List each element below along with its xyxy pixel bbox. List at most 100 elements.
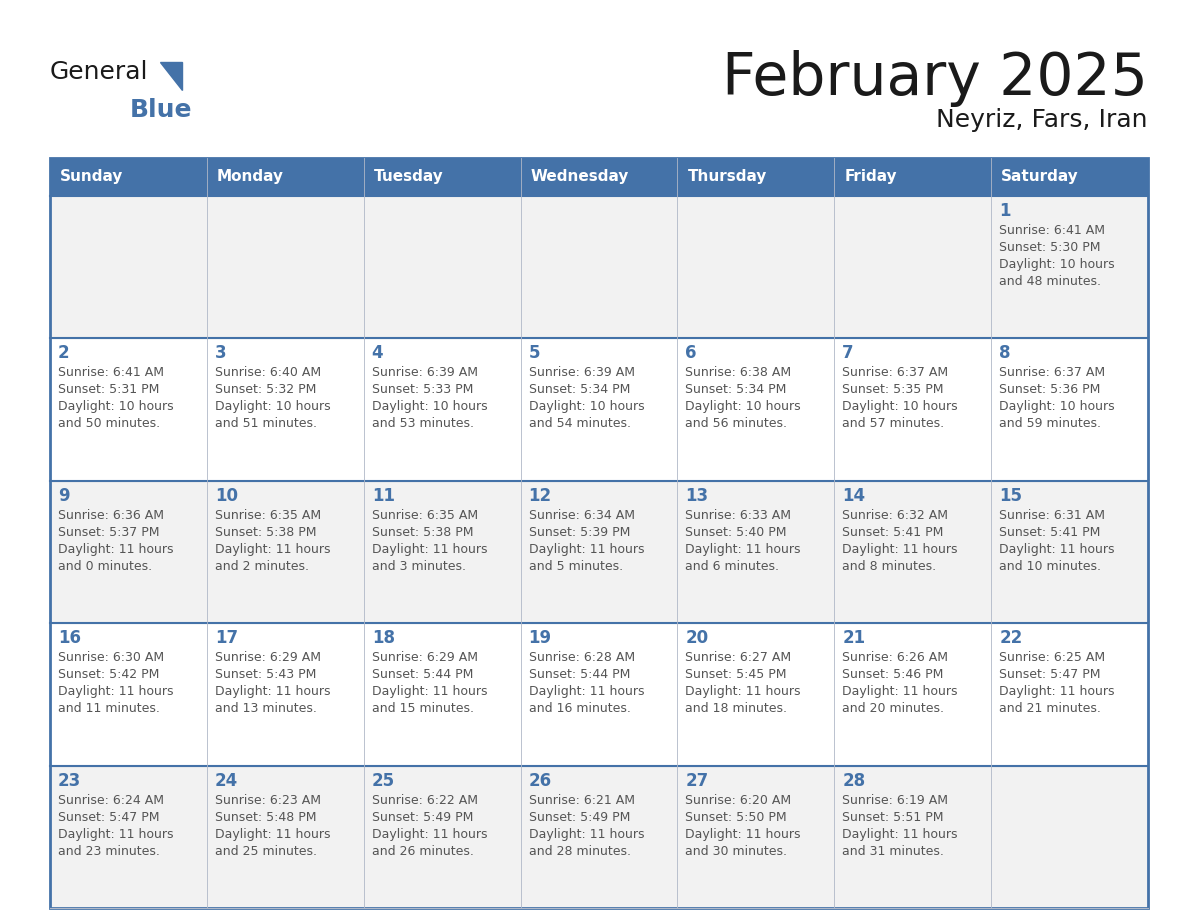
Bar bbox=[50, 623, 207, 766]
Text: and 15 minutes.: and 15 minutes. bbox=[372, 702, 474, 715]
Bar bbox=[50, 158, 1148, 908]
Text: and 16 minutes.: and 16 minutes. bbox=[529, 702, 631, 715]
Bar bbox=[364, 196, 520, 339]
Bar bbox=[50, 196, 207, 339]
Text: and 48 minutes.: and 48 minutes. bbox=[999, 275, 1101, 288]
Text: Sunrise: 6:24 AM: Sunrise: 6:24 AM bbox=[58, 793, 164, 807]
Text: and 21 minutes.: and 21 minutes. bbox=[999, 702, 1101, 715]
Text: Friday: Friday bbox=[845, 170, 897, 185]
Bar bbox=[207, 339, 364, 481]
Text: Sunrise: 6:27 AM: Sunrise: 6:27 AM bbox=[685, 651, 791, 665]
Text: Sunset: 5:31 PM: Sunset: 5:31 PM bbox=[58, 384, 159, 397]
Text: Sunrise: 6:25 AM: Sunrise: 6:25 AM bbox=[999, 651, 1105, 665]
Text: Daylight: 11 hours: Daylight: 11 hours bbox=[842, 828, 958, 841]
Text: Daylight: 11 hours: Daylight: 11 hours bbox=[999, 685, 1114, 699]
Text: and 5 minutes.: and 5 minutes. bbox=[529, 560, 623, 573]
Text: Sunrise: 6:28 AM: Sunrise: 6:28 AM bbox=[529, 651, 634, 665]
Bar bbox=[520, 623, 677, 766]
Text: Neyriz, Fars, Iran: Neyriz, Fars, Iran bbox=[936, 108, 1148, 132]
Bar bbox=[50, 481, 207, 623]
Polygon shape bbox=[160, 62, 182, 90]
Text: 22: 22 bbox=[999, 629, 1023, 647]
Text: Sunset: 5:50 PM: Sunset: 5:50 PM bbox=[685, 811, 788, 823]
Bar bbox=[50, 766, 207, 908]
Text: 3: 3 bbox=[215, 344, 227, 363]
Text: Daylight: 11 hours: Daylight: 11 hours bbox=[58, 685, 173, 699]
Text: 17: 17 bbox=[215, 629, 238, 647]
Text: Sunrise: 6:29 AM: Sunrise: 6:29 AM bbox=[372, 651, 478, 665]
Text: Sunrise: 6:22 AM: Sunrise: 6:22 AM bbox=[372, 793, 478, 807]
Bar bbox=[364, 623, 520, 766]
Bar bbox=[207, 196, 364, 339]
Text: Sunset: 5:38 PM: Sunset: 5:38 PM bbox=[372, 526, 473, 539]
Bar bbox=[834, 339, 991, 481]
Text: Daylight: 11 hours: Daylight: 11 hours bbox=[529, 685, 644, 699]
Text: 26: 26 bbox=[529, 772, 551, 789]
Text: Daylight: 11 hours: Daylight: 11 hours bbox=[842, 543, 958, 555]
Text: and 31 minutes.: and 31 minutes. bbox=[842, 845, 944, 857]
Text: Wednesday: Wednesday bbox=[531, 170, 628, 185]
Text: Sunset: 5:41 PM: Sunset: 5:41 PM bbox=[842, 526, 943, 539]
Text: Daylight: 11 hours: Daylight: 11 hours bbox=[372, 828, 487, 841]
Bar bbox=[364, 766, 520, 908]
Bar bbox=[520, 196, 677, 339]
Bar bbox=[364, 339, 520, 481]
Text: Sunday: Sunday bbox=[61, 170, 124, 185]
Text: and 11 minutes.: and 11 minutes. bbox=[58, 702, 160, 715]
Text: Daylight: 10 hours: Daylight: 10 hours bbox=[999, 400, 1114, 413]
Text: Sunset: 5:33 PM: Sunset: 5:33 PM bbox=[372, 384, 473, 397]
Text: Sunrise: 6:21 AM: Sunrise: 6:21 AM bbox=[529, 793, 634, 807]
Text: and 6 minutes.: and 6 minutes. bbox=[685, 560, 779, 573]
Text: Sunset: 5:44 PM: Sunset: 5:44 PM bbox=[529, 668, 630, 681]
Text: Sunset: 5:49 PM: Sunset: 5:49 PM bbox=[529, 811, 630, 823]
Text: and 53 minutes.: and 53 minutes. bbox=[372, 418, 474, 431]
Text: Daylight: 11 hours: Daylight: 11 hours bbox=[842, 685, 958, 699]
Text: and 23 minutes.: and 23 minutes. bbox=[58, 845, 160, 857]
Text: Daylight: 10 hours: Daylight: 10 hours bbox=[215, 400, 330, 413]
Bar bbox=[677, 339, 834, 481]
Text: Sunset: 5:42 PM: Sunset: 5:42 PM bbox=[58, 668, 159, 681]
Text: 13: 13 bbox=[685, 487, 708, 505]
Text: Sunset: 5:32 PM: Sunset: 5:32 PM bbox=[215, 384, 316, 397]
Text: Daylight: 11 hours: Daylight: 11 hours bbox=[215, 685, 330, 699]
Text: 8: 8 bbox=[999, 344, 1011, 363]
Text: Sunrise: 6:36 AM: Sunrise: 6:36 AM bbox=[58, 509, 164, 521]
Text: Daylight: 11 hours: Daylight: 11 hours bbox=[999, 543, 1114, 555]
Text: February 2025: February 2025 bbox=[722, 50, 1148, 107]
Text: Daylight: 11 hours: Daylight: 11 hours bbox=[685, 828, 801, 841]
Bar bbox=[834, 623, 991, 766]
Bar bbox=[520, 766, 677, 908]
Text: and 50 minutes.: and 50 minutes. bbox=[58, 418, 160, 431]
Text: and 28 minutes.: and 28 minutes. bbox=[529, 845, 631, 857]
Text: Sunset: 5:47 PM: Sunset: 5:47 PM bbox=[58, 811, 159, 823]
Text: Daylight: 11 hours: Daylight: 11 hours bbox=[372, 685, 487, 699]
Text: Sunrise: 6:41 AM: Sunrise: 6:41 AM bbox=[58, 366, 164, 379]
Text: Saturday: Saturday bbox=[1001, 170, 1079, 185]
Text: 6: 6 bbox=[685, 344, 697, 363]
Text: Sunrise: 6:30 AM: Sunrise: 6:30 AM bbox=[58, 651, 164, 665]
Bar bbox=[207, 158, 364, 196]
Text: 19: 19 bbox=[529, 629, 551, 647]
Text: 28: 28 bbox=[842, 772, 865, 789]
Text: and 13 minutes.: and 13 minutes. bbox=[215, 702, 317, 715]
Text: Sunrise: 6:33 AM: Sunrise: 6:33 AM bbox=[685, 509, 791, 521]
Bar bbox=[677, 766, 834, 908]
Text: Sunrise: 6:40 AM: Sunrise: 6:40 AM bbox=[215, 366, 321, 379]
Text: Sunrise: 6:41 AM: Sunrise: 6:41 AM bbox=[999, 224, 1105, 237]
Bar bbox=[520, 158, 677, 196]
Text: Thursday: Thursday bbox=[688, 170, 766, 185]
Text: Sunset: 5:39 PM: Sunset: 5:39 PM bbox=[529, 526, 630, 539]
Bar bbox=[834, 196, 991, 339]
Text: 11: 11 bbox=[372, 487, 394, 505]
Text: Sunrise: 6:35 AM: Sunrise: 6:35 AM bbox=[215, 509, 321, 521]
Text: 16: 16 bbox=[58, 629, 81, 647]
Text: 18: 18 bbox=[372, 629, 394, 647]
Text: 20: 20 bbox=[685, 629, 708, 647]
Text: Sunrise: 6:37 AM: Sunrise: 6:37 AM bbox=[999, 366, 1105, 379]
Text: 27: 27 bbox=[685, 772, 709, 789]
Bar bbox=[520, 481, 677, 623]
Text: Sunset: 5:48 PM: Sunset: 5:48 PM bbox=[215, 811, 316, 823]
Bar bbox=[991, 766, 1148, 908]
Text: Daylight: 10 hours: Daylight: 10 hours bbox=[842, 400, 958, 413]
Text: Daylight: 11 hours: Daylight: 11 hours bbox=[58, 543, 173, 555]
